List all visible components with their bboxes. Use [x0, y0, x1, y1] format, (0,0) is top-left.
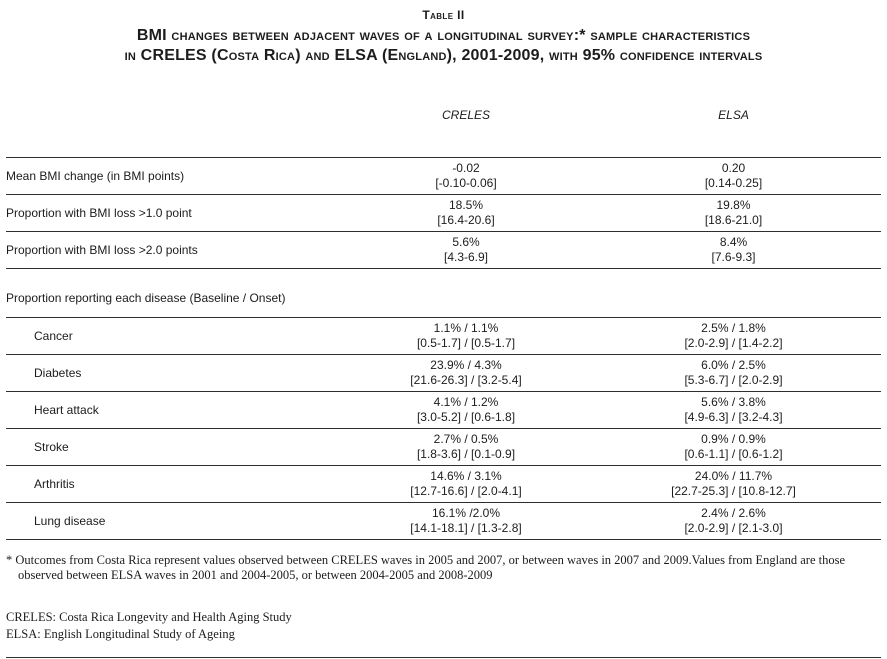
column-header-elsa: ELSA — [718, 108, 749, 122]
row-label: Lung disease — [34, 514, 106, 528]
table-row: Proportion with BMI loss >1.0 point 18.5… — [6, 195, 881, 232]
creles-value: 23.9% / 4.3% — [430, 358, 502, 372]
elsa-cell: 2.4% / 2.6% [2.0-2.9] / [2.1-3.0] — [586, 506, 881, 536]
elsa-value: 6.0% / 2.5% — [701, 358, 766, 372]
definition-creles: CRELES: Costa Rica Longevity and Health … — [6, 610, 292, 624]
elsa-value: 5.6% / 3.8% — [701, 395, 766, 409]
bottom-rule — [6, 657, 881, 658]
table-row: Diabetes 23.9% / 4.3% [21.6-26.3] / [3.2… — [6, 355, 881, 392]
creles-value: 5.6% — [452, 235, 480, 249]
row-label: Mean BMI change (in BMI points) — [6, 169, 185, 183]
creles-cell: -0.02 [-0.10-0.06] — [346, 161, 586, 191]
elsa-ci: [22.7-25.3] / [10.8-12.7] — [671, 484, 796, 498]
row-label: Stroke — [34, 440, 69, 454]
elsa-cell: 5.6% / 3.8% [4.9-6.3] / [3.2-4.3] — [586, 395, 881, 425]
table-title-line2: in CRELES (Costa Rica) and ELSA (England… — [124, 47, 763, 64]
column-header-row: CRELES ELSA — [6, 108, 881, 123]
row-label: Diabetes — [34, 366, 82, 380]
table-number: Table II — [422, 8, 465, 22]
section-header: Proportion reporting each disease (Basel… — [6, 291, 286, 305]
creles-cell: 2.7% / 0.5% [1.8-3.6] / [0.1-0.9] — [346, 432, 586, 462]
footnote-text: Outcomes from Costa Rica represent value… — [12, 553, 846, 582]
creles-ci: [14.1-18.1] / [1.3-2.8] — [410, 521, 522, 535]
elsa-ci: [0.6-1.1] / [0.6-1.2] — [684, 447, 783, 461]
elsa-ci: [4.9-6.3] / [3.2-4.3] — [684, 410, 783, 424]
elsa-value: 0.9% / 0.9% — [701, 432, 766, 446]
elsa-ci: [2.0-2.9] / [2.1-3.0] — [684, 521, 783, 535]
disease-rows: Cancer 1.1% / 1.1% [0.5-1.7] / [0.5-1.7]… — [6, 317, 881, 540]
elsa-ci: [18.6-21.0] — [704, 213, 763, 227]
creles-value: 2.7% / 0.5% — [433, 432, 499, 446]
table-caption: Table II BMI changes between adjacent wa… — [6, 8, 881, 66]
abbreviation-definitions: CRELES: Costa Rica Longevity and Health … — [6, 609, 881, 643]
creles-value: -0.02 — [452, 161, 480, 175]
creles-value: 14.6% / 3.1% — [430, 469, 502, 483]
elsa-value: 8.4% — [719, 235, 748, 249]
creles-cell: 23.9% / 4.3% [21.6-26.3] / [3.2-5.4] — [346, 358, 586, 388]
table-row: Cancer 1.1% / 1.1% [0.5-1.7] / [0.5-1.7]… — [6, 318, 881, 355]
elsa-cell: 8.4% [7.6-9.3] — [586, 235, 881, 265]
row-label: Arthritis — [34, 477, 75, 491]
creles-cell: 16.1% /2.0% [14.1-18.1] / [1.3-2.8] — [346, 506, 586, 536]
row-label: Cancer — [34, 329, 73, 343]
creles-value: 4.1% / 1.2% — [433, 395, 499, 409]
elsa-value: 0.20 — [721, 161, 746, 175]
table-row: Lung disease 16.1% /2.0% [14.1-18.1] / [… — [6, 503, 881, 540]
creles-value: 16.1% /2.0% — [431, 506, 501, 520]
creles-ci: [12.7-16.6] / [2.0-4.1] — [410, 484, 522, 498]
creles-ci: [16.4-20.6] — [437, 213, 495, 227]
table-row: Proportion with BMI loss >2.0 points 5.6… — [6, 232, 881, 269]
creles-ci: [0.5-1.7] / [0.5-1.7] — [416, 336, 516, 350]
creles-cell: 18.5% [16.4-20.6] — [346, 198, 586, 228]
creles-ci: [-0.10-0.06] — [435, 176, 497, 190]
table-row: Arthritis 14.6% / 3.1% [12.7-16.6] / [2.… — [6, 466, 881, 503]
creles-cell: 14.6% / 3.1% [12.7-16.6] / [2.0-4.1] — [346, 469, 586, 499]
table-row: Mean BMI change (in BMI points) -0.02 [-… — [6, 158, 881, 195]
table-row: Heart attack 4.1% / 1.2% [3.0-5.2] / [0.… — [6, 392, 881, 429]
creles-ci: [21.6-26.3] / [3.2-5.4] — [410, 373, 522, 387]
elsa-value: 19.8% — [716, 198, 751, 212]
row-label: Proportion with BMI loss >1.0 point — [6, 206, 192, 220]
elsa-cell: 6.0% / 2.5% [5.3-6.7] / [2.0-2.9] — [586, 358, 881, 388]
elsa-ci: [5.3-6.7] / [2.0-2.9] — [684, 373, 783, 387]
table-title: BMI changes between adjacent waves of a … — [6, 26, 881, 66]
definition-elsa: ELSA: English Longitudinal Study of Agei… — [6, 627, 235, 641]
row-label: Heart attack — [34, 403, 99, 417]
elsa-ci: [7.6-9.3] — [711, 250, 756, 264]
creles-ci: [1.8-3.6] / [0.1-0.9] — [416, 447, 516, 461]
creles-cell: 1.1% / 1.1% [0.5-1.7] / [0.5-1.7] — [346, 321, 586, 351]
table-row: Stroke 2.7% / 0.5% [1.8-3.6] / [0.1-0.9]… — [6, 429, 881, 466]
elsa-cell: 24.0% / 11.7% [22.7-25.3] / [10.8-12.7] — [586, 469, 881, 499]
summary-rows: Mean BMI change (in BMI points) -0.02 [-… — [6, 157, 881, 269]
elsa-value: 2.5% / 1.8% — [701, 321, 766, 335]
row-label: Proportion with BMI loss >2.0 points — [6, 243, 198, 257]
table-title-line1: BMI changes between adjacent waves of a … — [136, 27, 751, 44]
footnote-marker: * — [6, 553, 13, 567]
elsa-cell: 0.20 [0.14-0.25] — [586, 161, 881, 191]
creles-cell: 4.1% / 1.2% [3.0-5.2] / [0.6-1.8] — [346, 395, 586, 425]
creles-cell: 5.6% [4.3-6.9] — [346, 235, 586, 265]
elsa-value: 24.0% / 11.7% — [694, 469, 773, 483]
creles-value: 18.5% — [448, 198, 484, 212]
elsa-cell: 0.9% / 0.9% [0.6-1.1] / [0.6-1.2] — [586, 432, 881, 462]
elsa-value: 2.4% / 2.6% — [701, 506, 766, 520]
column-header-creles: CRELES — [441, 108, 491, 122]
table-footnote: * Outcomes from Costa Rica represent val… — [6, 553, 881, 583]
elsa-ci: [0.14-0.25] — [704, 176, 763, 190]
elsa-cell: 2.5% / 1.8% [2.0-2.9] / [1.4-2.2] — [586, 321, 881, 351]
creles-ci: [3.0-5.2] / [0.6-1.8] — [416, 410, 516, 424]
elsa-ci: [2.0-2.9] / [1.4-2.2] — [684, 336, 783, 350]
creles-value: 1.1% / 1.1% — [433, 321, 499, 335]
elsa-cell: 19.8% [18.6-21.0] — [586, 198, 881, 228]
creles-ci: [4.3-6.9] — [443, 250, 489, 264]
